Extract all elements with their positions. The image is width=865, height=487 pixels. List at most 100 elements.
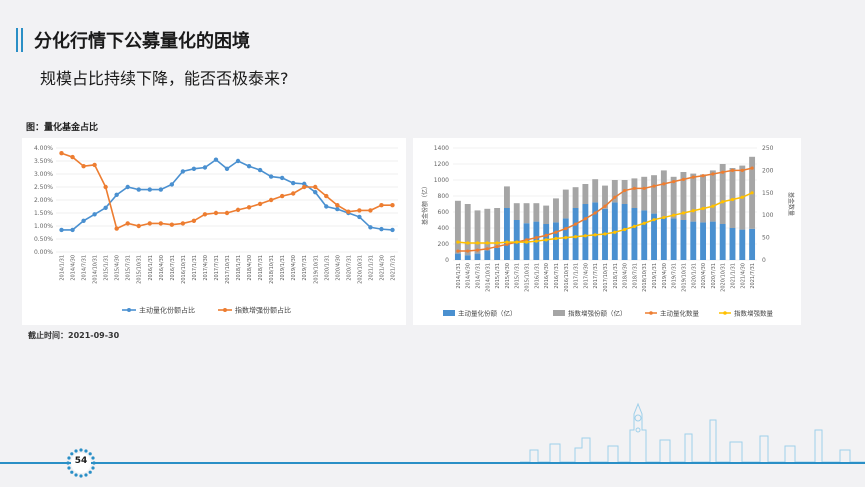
data-point (672, 213, 676, 217)
legend-label: 指数增强数量 (734, 309, 774, 318)
bottom-rule (0, 462, 865, 464)
data-point (691, 209, 695, 213)
x-tick-label: 2020/10/31 (721, 263, 727, 292)
data-point (169, 182, 175, 187)
x-tick-label: 2019/1/31 (652, 263, 658, 289)
stacked-bar-segment (454, 200, 461, 254)
data-point (379, 203, 384, 208)
data-point (485, 247, 489, 251)
x-tick-label: 2017/4/30 (583, 263, 589, 289)
x-tick-label: 2016/1/31 (534, 263, 540, 289)
y-tick-label: 3.00% (34, 171, 53, 178)
data-point (59, 151, 64, 156)
x-tick-label: 2018/1/31 (236, 255, 242, 281)
data-point (632, 186, 637, 190)
stacked-bar-segment (709, 221, 716, 260)
badge-dot (67, 466, 71, 470)
stacked-bar-segment (553, 222, 559, 260)
data-point (730, 197, 735, 202)
data-point (721, 200, 725, 204)
data-point (475, 248, 480, 252)
x-tick-label: 2015/4/30 (505, 263, 511, 289)
right-chart-panel: 0 200 400 600 800 1000 1200 1400 0 50 100 150 200 250… (413, 138, 801, 325)
x-tick-label: 2020/10/31 (357, 255, 363, 284)
stacked-bar-segment (660, 216, 667, 260)
x-tick-label: 2014/1/31 (456, 263, 462, 289)
left-chart-panel: 0.00% 0.50% 1.00% 1.50% 2.00% 2.50% 3.00% 3.50%… (22, 138, 406, 325)
data-point (750, 191, 754, 195)
data-point (652, 218, 656, 222)
data-point (554, 236, 558, 241)
badge-dot (88, 452, 92, 456)
x-tick-label: 2018/7/31 (258, 255, 264, 281)
stacked-bar-segment (543, 224, 550, 260)
x-tick-label: 2020/4/30 (701, 263, 707, 289)
data-point (70, 154, 75, 160)
stacked-bar-segment (562, 189, 569, 219)
data-point (202, 212, 208, 217)
data-point (114, 192, 119, 197)
y-right-tick-label: 150 (762, 190, 774, 197)
stacked-bar-segment (484, 250, 491, 260)
badge-dot (92, 461, 96, 465)
data-point (515, 240, 519, 244)
x-tick-label: 2021/4/30 (379, 255, 385, 281)
data-point (335, 203, 340, 208)
data-point (534, 236, 538, 240)
data-point (279, 193, 285, 199)
data-point (642, 221, 646, 225)
data-point (324, 204, 329, 209)
legend-swatch (553, 310, 565, 316)
stacked-bar-segment (680, 220, 687, 260)
data-point (368, 225, 373, 230)
stacked-bar-segment (680, 172, 687, 220)
x-tick-label: 2017/10/31 (225, 255, 231, 284)
x-tick-label: 2018/10/31 (642, 263, 648, 292)
x-tick-label: 2019/1/31 (280, 255, 286, 281)
x-tick-label: 2015/7/31 (126, 255, 132, 281)
data-point (701, 206, 705, 211)
data-point (125, 184, 130, 190)
y-left-tick-label: 400 (438, 225, 450, 232)
x-tick-label: 2017/1/31 (574, 263, 580, 289)
data-point (191, 166, 197, 171)
data-point (313, 184, 318, 190)
data-point (290, 180, 296, 186)
data-point (691, 175, 695, 179)
data-point (202, 165, 208, 170)
x-tick-label: 2018/1/31 (613, 263, 619, 289)
x-tick-label: 2014/10/31 (485, 263, 491, 292)
x-tick-label: 2015/1/31 (495, 263, 501, 289)
badge-dot (91, 456, 95, 460)
share-ratio-chart: 0.00% 0.50% 1.00% 1.50% 2.00% 2.50% 3.00% 3.50%… (34, 145, 398, 315)
x-tick-label: 2019/10/31 (313, 255, 319, 284)
badge-dot (84, 473, 88, 477)
stacked-bar-segment (454, 253, 461, 260)
data-point (346, 209, 351, 214)
data-point (662, 182, 666, 186)
badge-dot (79, 448, 83, 452)
x-tick-label: 2014/10/31 (93, 255, 99, 284)
legend-marker (127, 308, 131, 312)
y-left-tick-label: 1200 (434, 161, 449, 168)
y-left-tick-label: 1000 (434, 177, 449, 184)
x-tick-label: 2018/7/31 (632, 263, 638, 289)
data-point (125, 221, 130, 226)
y-right-tick-label: 100 (762, 212, 774, 219)
stacked-bar-segment (631, 178, 638, 208)
legend-swatch (443, 310, 455, 316)
data-point (357, 208, 362, 213)
badge-dot (67, 456, 71, 460)
legend-marker (223, 308, 227, 312)
legend-label: 主动量化数量 (660, 309, 700, 318)
stacked-bar-segment (582, 184, 589, 204)
data-point (235, 207, 241, 213)
data-point (302, 184, 307, 190)
data-point (390, 227, 395, 233)
stacked-bar-segment (484, 208, 491, 251)
data-point (681, 211, 686, 215)
y-tick-label: 1.00% (34, 223, 53, 230)
data-point (81, 164, 86, 169)
badge-dot (70, 452, 74, 456)
